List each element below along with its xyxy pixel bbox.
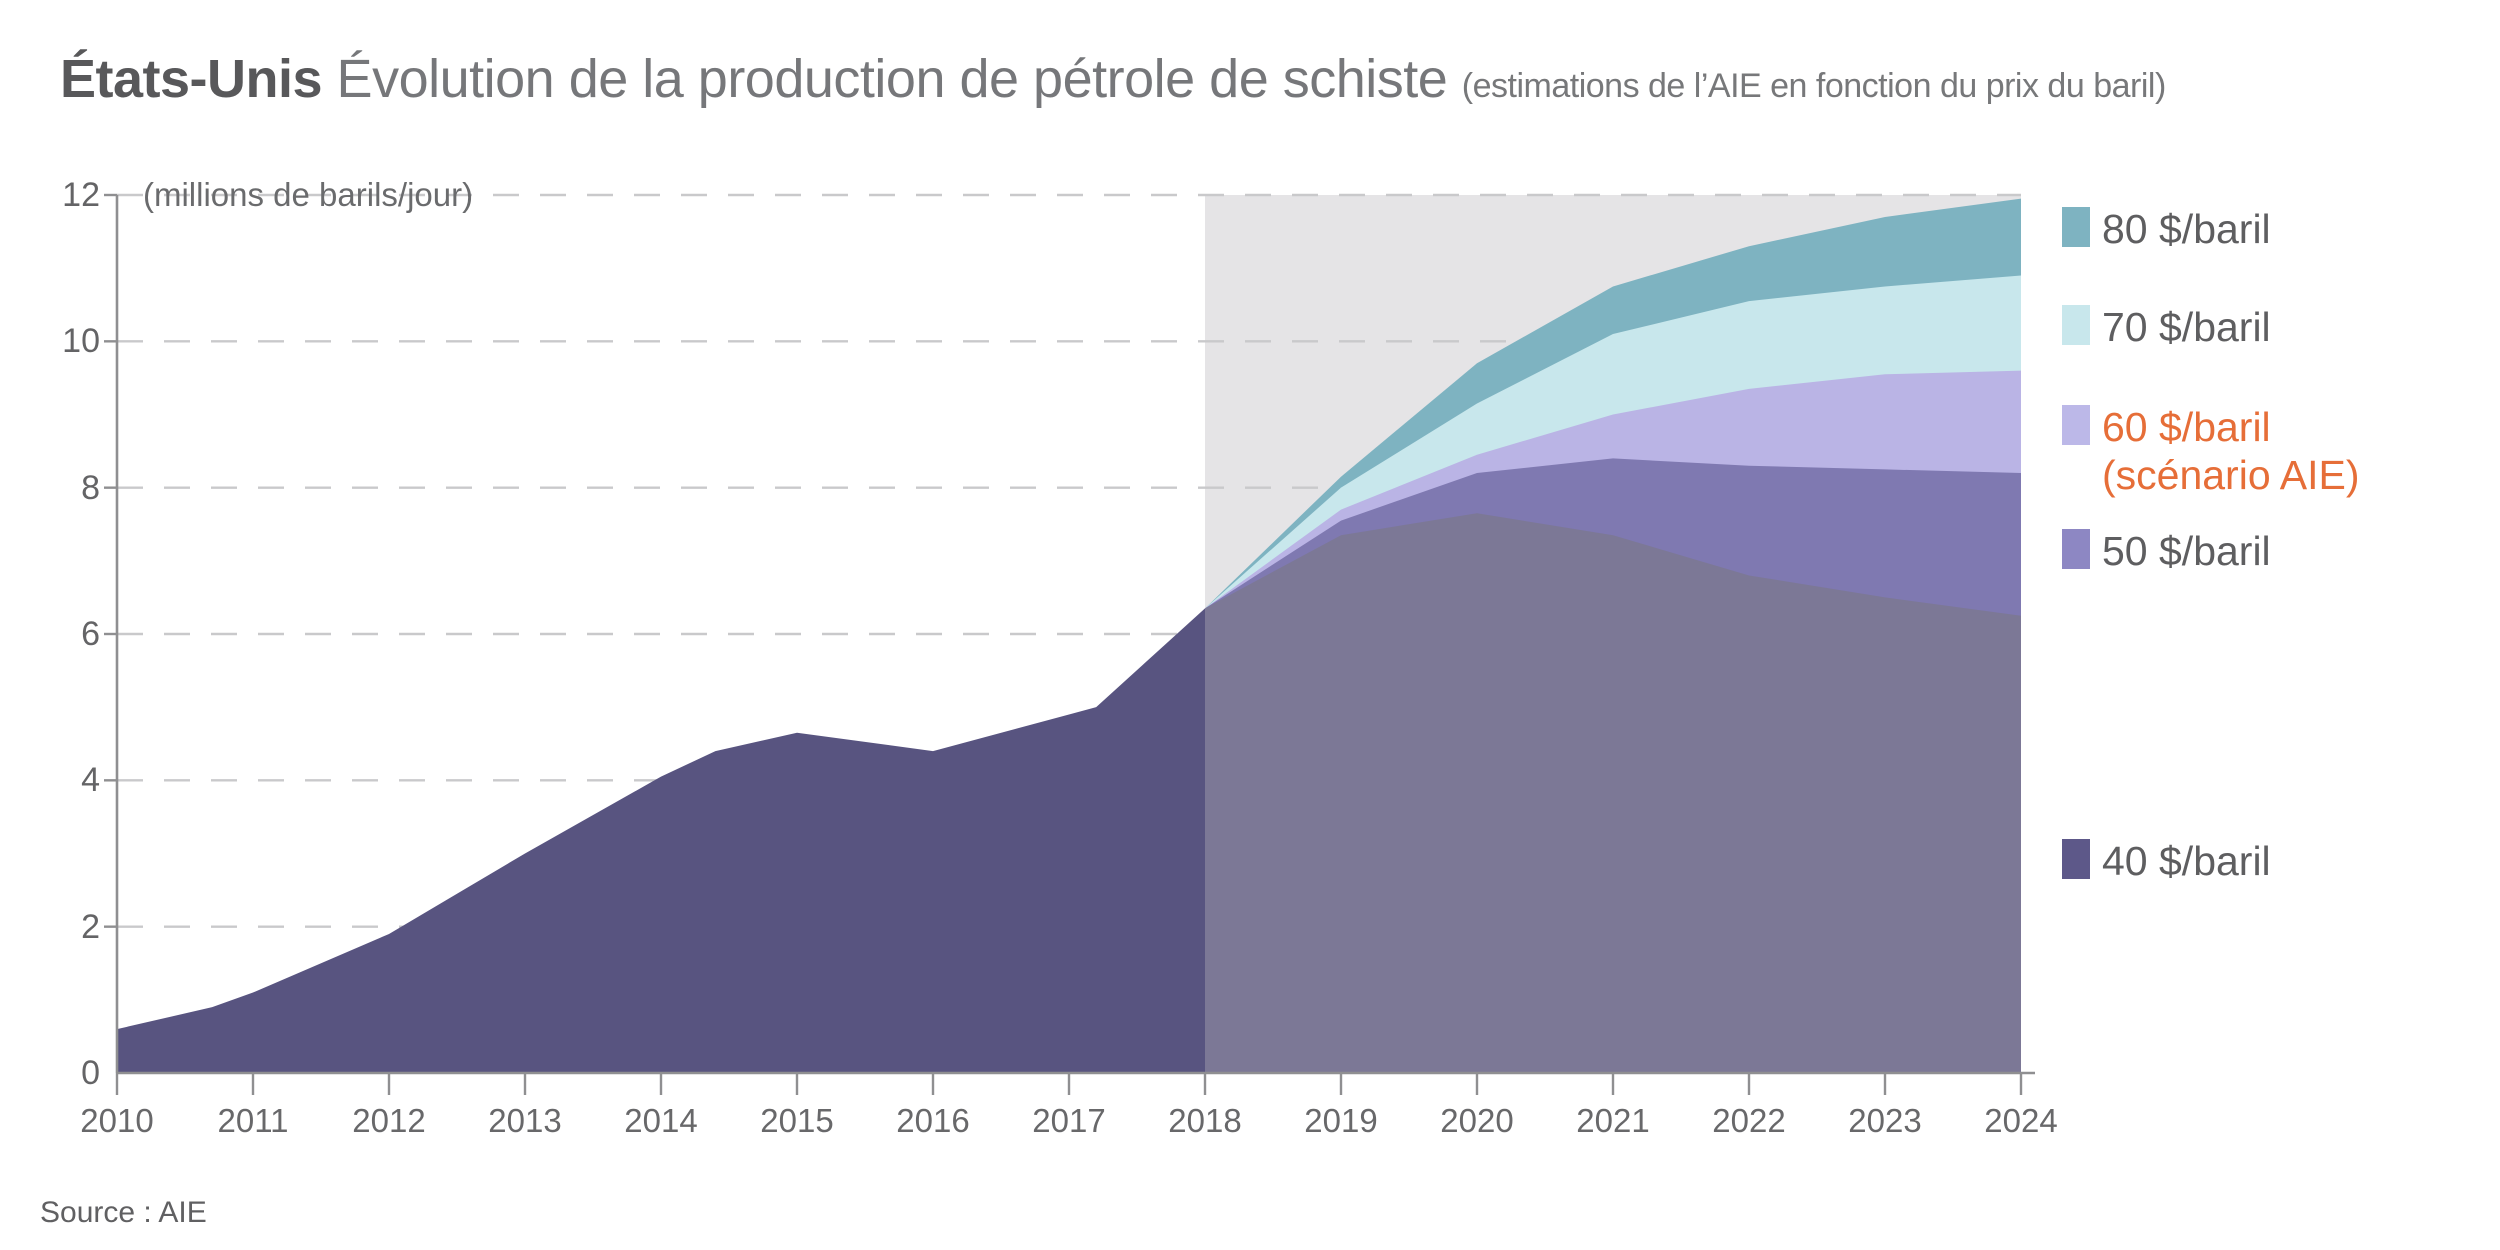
x-tick-label-2021: 2021 [1576,1102,1650,1139]
x-tick-label-2011: 2011 [217,1102,289,1139]
legend-label-40-usd: 40 $/baril [2102,838,2271,884]
y-tick-label-0: 0 [81,1054,100,1092]
area-scenario-40-usd [1205,513,2021,1073]
x-tick-label-2018: 2018 [1168,1102,1242,1139]
x-tick-label-2020: 2020 [1440,1102,1514,1139]
y-tick-label-2: 2 [81,907,100,946]
legend-swatch-70-usd [2062,305,2090,345]
title-subtitle: (estimations de l’AIE en fonction du pri… [1461,67,2166,105]
x-tick-label-2014: 2014 [624,1102,698,1139]
x-tick-label-2023: 2023 [1848,1102,1922,1139]
x-tick-label-2017: 2017 [1032,1102,1106,1139]
y-tick-label-12: 12 [62,176,100,214]
legend-swatch-80-usd [2062,207,2090,247]
area-historical-production [117,608,1205,1073]
title-region: États-Unis [60,49,323,109]
x-tick-label-2024: 2024 [1984,1102,2058,1139]
x-tick-label-2012: 2012 [352,1102,426,1139]
x-tick-label-2013: 2013 [488,1102,562,1139]
legend-label-50-usd: 50 $/baril [2102,528,2271,574]
legend-swatch-60-usd [2062,405,2090,445]
y-axis-unit-label: (millions de barils/jour) [143,176,474,213]
legend-label-70-usd: 70 $/baril [2102,304,2271,350]
legend-label-60-usd: 60 $/baril (scénario AIE) [2102,404,2360,498]
x-tick-label-2019: 2019 [1304,1102,1378,1139]
title-main: Évolution de la production de pétrole de… [322,49,1462,109]
y-tick-label-4: 4 [81,761,100,800]
x-tick-label-2015: 2015 [760,1102,834,1139]
x-tick-label-2022: 2022 [1712,1102,1786,1139]
source-note: Source : AIE [40,1196,207,1229]
legend-label-80-usd: 80 $/baril [2102,206,2271,252]
x-tick-label-2016: 2016 [896,1102,970,1139]
y-tick-label-8: 8 [81,468,100,507]
x-tick-label-2010: 2010 [80,1102,154,1139]
legend-swatch-50-usd [2062,529,2090,569]
y-tick-label-6: 6 [81,615,100,653]
legend-swatch-40-usd [2062,839,2090,879]
page-title: États-Unis Évolution de la production de… [60,48,2490,110]
y-tick-label-10: 10 [62,322,100,361]
